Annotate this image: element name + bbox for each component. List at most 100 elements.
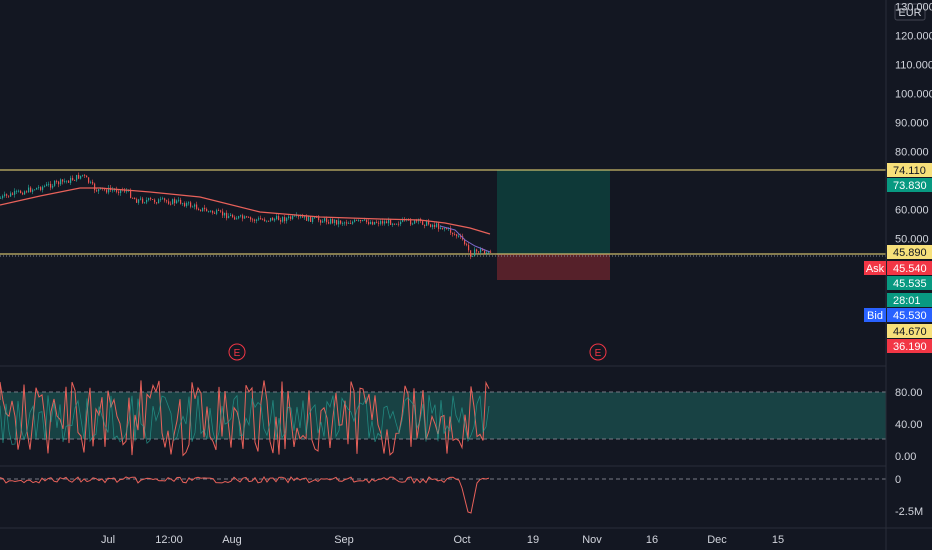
candle-body (354, 219, 356, 222)
price-label-text: 44.670 (893, 326, 927, 338)
candle-body (468, 245, 470, 251)
candle-body (434, 224, 436, 227)
candle-body (232, 214, 234, 218)
candle-body (396, 223, 398, 225)
price-axis[interactable]: EUR 130.000 120.000 110.000 100.000 90.000 80… (864, 0, 932, 550)
price-label-ask[interactable]: Ask 45.540 (864, 261, 932, 275)
candle-body (38, 187, 40, 188)
price-label-last[interactable]: 45.535 (887, 276, 932, 290)
candle-body (106, 189, 108, 193)
oscillator-pane[interactable] (0, 380, 886, 457)
candle-body (350, 223, 352, 224)
candle-body (382, 221, 384, 224)
candle-body (454, 234, 456, 235)
candle-body (436, 223, 438, 227)
candle-body (176, 200, 178, 204)
candle-body (334, 219, 336, 223)
price-label-text: 36.190 (893, 341, 927, 353)
candle-body (34, 189, 36, 191)
candle-body (112, 189, 114, 191)
time-tick: Aug (222, 534, 242, 546)
candle-body (52, 185, 54, 188)
candle-body (152, 199, 154, 200)
candle-body (166, 200, 168, 202)
candle-body (8, 195, 10, 197)
volume-oscillator-pane[interactable] (0, 476, 886, 514)
candle-body (70, 177, 72, 183)
price-tick: 100.000 (895, 89, 932, 101)
candle-body (460, 235, 462, 237)
candle-body (154, 199, 156, 203)
candle-body (368, 222, 370, 225)
candle-body (376, 221, 378, 223)
candle-body (324, 218, 326, 222)
candle-body (40, 187, 42, 190)
price-label-text: 28:01 (893, 295, 921, 307)
candle-body (246, 216, 248, 218)
time-tick: 19 (527, 534, 539, 546)
candle-body (402, 219, 404, 222)
candle-body (6, 194, 8, 196)
candle-body (488, 251, 490, 253)
candle-body (282, 217, 284, 222)
candle-body (474, 249, 476, 257)
moving-average-line (0, 187, 491, 235)
price-label-bid[interactable]: Bid 45.530 (864, 308, 932, 322)
candle-body (254, 219, 256, 221)
earnings-marker[interactable]: E (228, 343, 246, 361)
candle-body (26, 191, 28, 193)
candle-body (78, 174, 80, 179)
price-label-support[interactable]: 45.890 (887, 245, 932, 259)
candle-body (142, 198, 144, 203)
candle-body (150, 198, 152, 200)
candle-body (36, 187, 38, 190)
candle-body (340, 220, 342, 224)
position-loss-zone[interactable] (497, 254, 610, 280)
volume-tick: 0 (895, 474, 901, 486)
candle-body (244, 216, 246, 219)
price-label-text: 45.890 (893, 247, 927, 259)
price-tick: 110.000 (895, 60, 932, 72)
candle-body (446, 228, 448, 230)
price-label-resistance[interactable]: 74.110 (887, 163, 932, 177)
candle-body (42, 186, 44, 190)
time-axis[interactable]: Jul 12:00 Aug Sep Oct 19 Nov 16 Dec 15 (0, 527, 932, 546)
candle-body (326, 218, 328, 223)
price-pane[interactable]: E E (0, 169, 886, 361)
position-profit-zone[interactable] (497, 170, 610, 254)
candle-body (0, 197, 2, 199)
price-label-target[interactable]: 73.830 (887, 178, 932, 192)
candle-body (398, 223, 400, 225)
oscillator-tick: 40.00 (895, 419, 923, 431)
candle-body (270, 217, 272, 221)
price-label-countdown[interactable]: 28:01 (887, 293, 932, 307)
candle-body (220, 210, 222, 212)
candle-body (196, 204, 198, 209)
price-label-stop[interactable]: 36.190 (887, 339, 932, 353)
candle-body (280, 220, 282, 222)
candle-body (64, 181, 66, 182)
candle-body (422, 221, 424, 225)
candle-body (184, 203, 186, 207)
candle-body (108, 187, 110, 193)
candle-body (226, 212, 228, 219)
price-label-ma[interactable]: 44.670 (887, 324, 932, 338)
price-tick: 130.000 (895, 2, 932, 14)
earnings-marker[interactable]: E (589, 343, 607, 361)
candle-body (476, 249, 478, 252)
candle-body (432, 224, 434, 227)
candle-body (162, 198, 164, 200)
currency-button[interactable] (894, 3, 926, 21)
candle-body (338, 220, 340, 225)
candle-body (214, 212, 216, 214)
candle-body (68, 180, 70, 183)
time-tick: 15 (772, 534, 784, 546)
candle-body (228, 216, 230, 219)
candle-body (300, 216, 302, 218)
candle-body (344, 222, 346, 224)
candle-body (202, 207, 204, 211)
candle-body (146, 199, 148, 203)
candle-body (410, 219, 412, 225)
candle-body (266, 220, 268, 222)
